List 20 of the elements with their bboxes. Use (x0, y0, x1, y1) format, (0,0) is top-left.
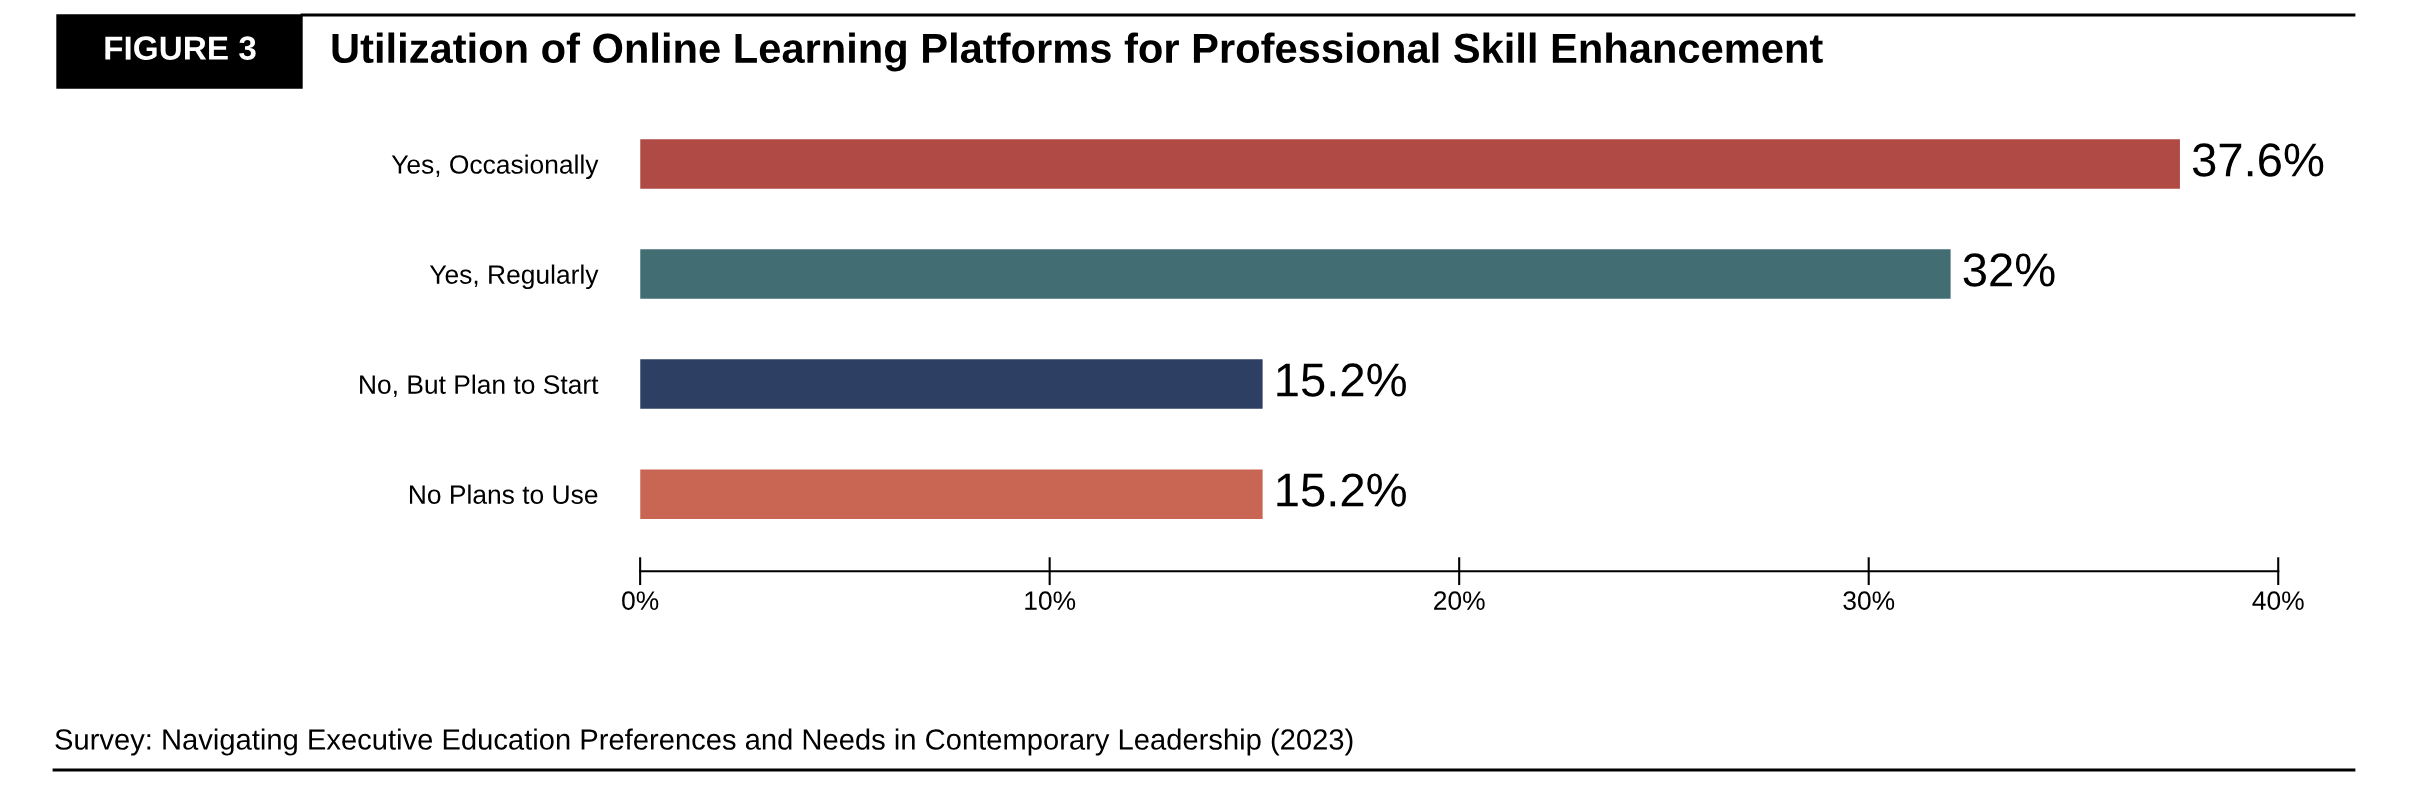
bar (640, 469, 1263, 519)
x-tick-label: 40% (2252, 591, 2304, 610)
data-label: 37.6% (2192, 143, 2324, 177)
y-tick-label: Yes, Regularly (429, 264, 599, 290)
x-tick-label: 0% (622, 591, 659, 610)
data-label: 15.2% (1277, 473, 1406, 507)
bar (640, 139, 2180, 189)
data-label: 15.2% (1277, 363, 1406, 397)
x-tick-label: 10% (1025, 591, 1076, 610)
bar (640, 249, 1951, 299)
x-tick-label: 30% (1843, 591, 1895, 610)
chart-title: Utilization of Online Learning Platforms for Professional Skill Enhancement (332, 32, 1823, 72)
y-tick-label: No, But Plan to Start (360, 374, 599, 398)
caption: FIGURE 3 (105, 36, 256, 60)
y-tick-label: No Plans to Use (409, 484, 598, 504)
x-tick-label: 20% (1434, 591, 1485, 610)
data-label: 32% (1963, 253, 2055, 287)
bar (640, 359, 1263, 409)
y-tick-label: Yes, Occasionally (391, 154, 599, 180)
text: Survey: Navigating Executive Education Preferences and Needs in Contemporary Leadership (2023) (55, 728, 1353, 756)
